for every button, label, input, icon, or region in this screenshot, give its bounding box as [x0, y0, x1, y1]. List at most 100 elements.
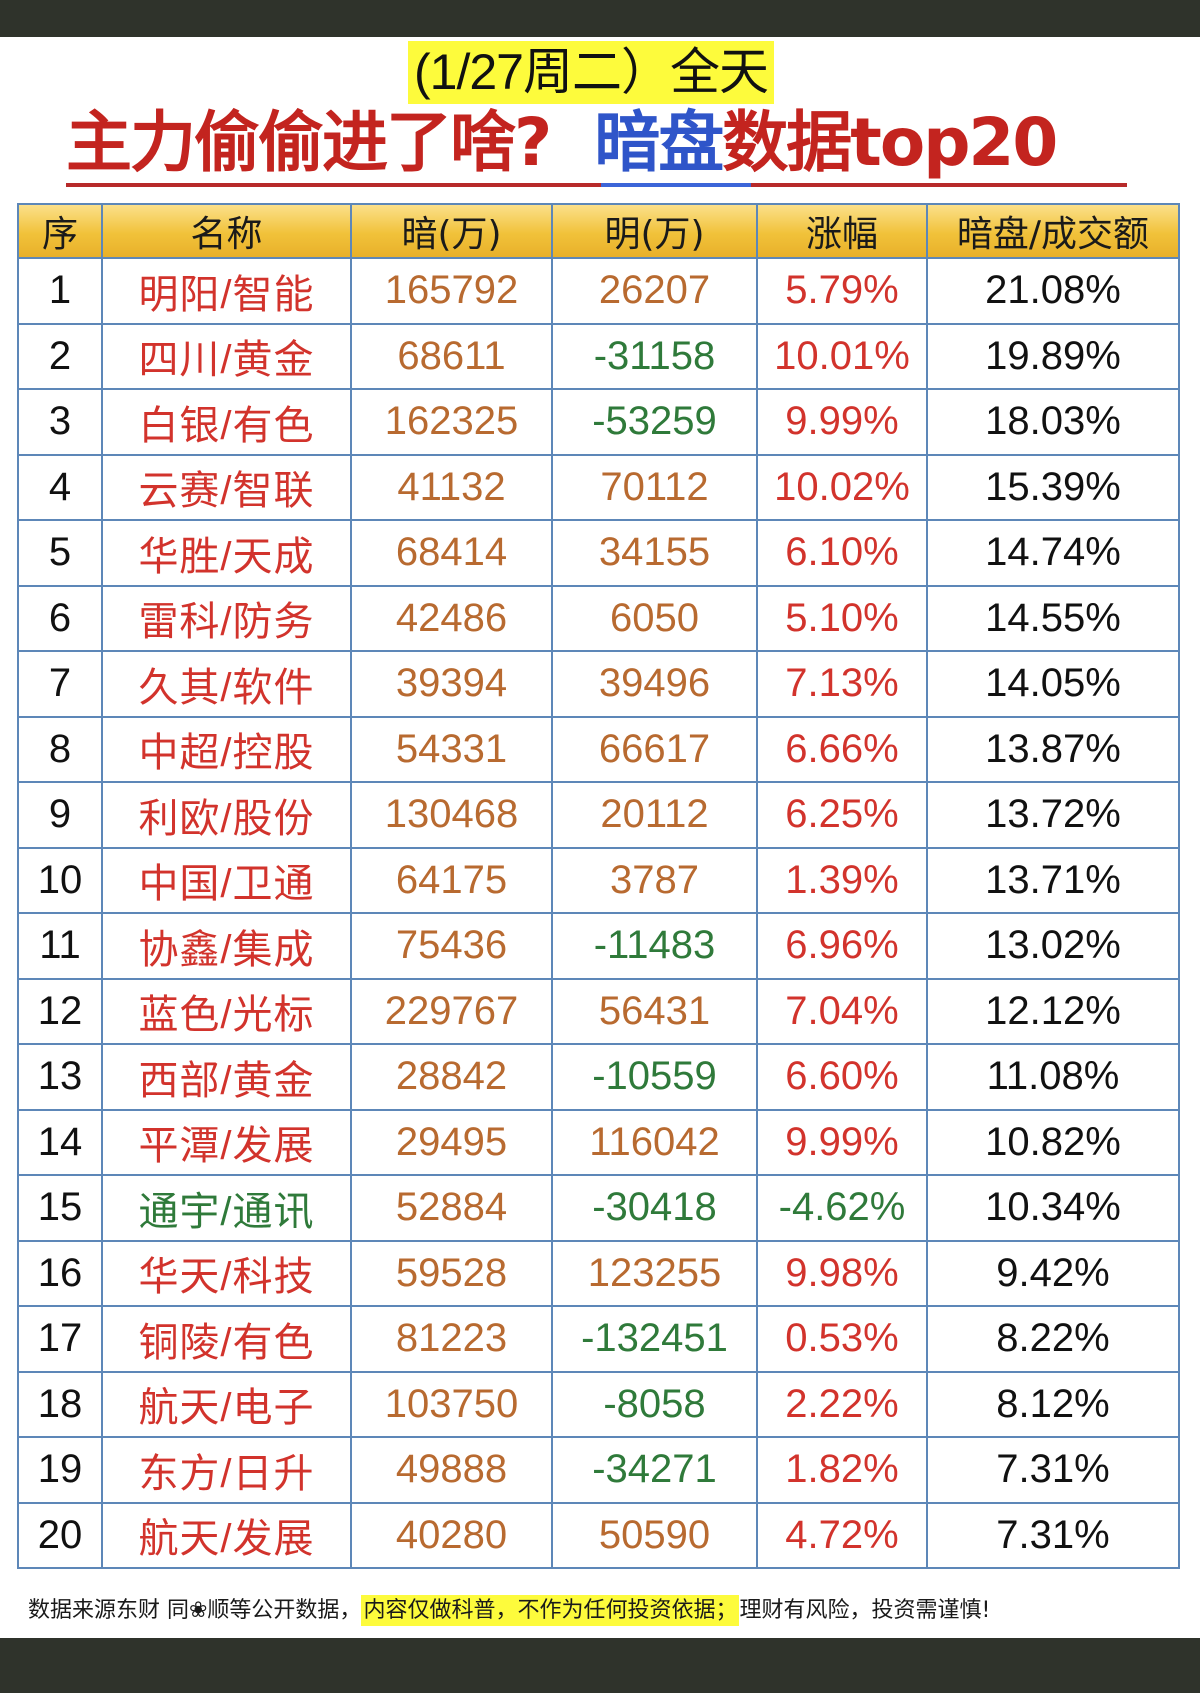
cell-stock-name: 东方/日升 [101, 1436, 352, 1504]
cell-index: 20 [17, 1501, 103, 1569]
cell-dark-amount: 59528 [350, 1239, 553, 1307]
cell-lit-amount: -8058 [551, 1370, 758, 1438]
footer-risk-text: 理财有风险，投资需谨慎! [739, 1598, 991, 1623]
cell-index: 14 [17, 1108, 103, 1176]
cell-stock-name: 明阳/智能 [101, 257, 352, 325]
cell-dark-amount: 42486 [350, 584, 553, 652]
cell-stock-name: 通宇/通讯 [101, 1174, 352, 1242]
cell-lit-amount: -34271 [551, 1436, 758, 1504]
cell-index: 17 [17, 1305, 103, 1373]
cell-stock-name: 协鑫/集成 [101, 912, 352, 980]
cell-dark-amount: 75436 [350, 912, 553, 980]
cell-index: 9 [17, 781, 103, 849]
cell-lit-amount: 26207 [551, 257, 758, 325]
cell-stock-name: 白银/有色 [101, 388, 352, 456]
cell-change-pct: 9.99% [756, 1108, 928, 1176]
cell-index: 16 [17, 1239, 103, 1307]
table-row: 19 东方/日升 49888 -34271 1.82% 7.31% [17, 1436, 1180, 1504]
cell-dark-amount: 165792 [350, 257, 553, 325]
cell-dark-ratio: 13.87% [926, 715, 1180, 783]
bottom-dark-bar [0, 1638, 1200, 1693]
cell-lit-amount: -31158 [551, 322, 758, 390]
cell-change-pct: 4.72% [756, 1501, 928, 1569]
title-part-main: 主力偷偷进了啥? [66, 104, 552, 181]
cell-index: 13 [17, 1043, 103, 1111]
cell-index: 5 [17, 519, 103, 587]
table-row: 15 通宇/通讯 52884 -30418 -4.62% 10.34% [17, 1174, 1180, 1242]
cell-index: 19 [17, 1436, 103, 1504]
cell-dark-amount: 41132 [350, 453, 553, 521]
cell-dark-ratio: 12.12% [926, 977, 1180, 1045]
cell-lit-amount: 66617 [551, 715, 758, 783]
cell-lit-amount: -53259 [551, 388, 758, 456]
cell-change-pct: 5.10% [756, 584, 928, 652]
cell-dark-amount: 130468 [350, 781, 553, 849]
cell-dark-ratio: 13.02% [926, 912, 1180, 980]
cell-lit-amount: 3787 [551, 846, 758, 914]
cell-dark-ratio: 10.34% [926, 1174, 1180, 1242]
top-dark-bar [0, 0, 1200, 37]
cell-dark-amount: 49888 [350, 1436, 553, 1504]
cell-stock-name: 华天/科技 [101, 1239, 352, 1307]
title-underline-blue-segment [601, 183, 751, 187]
cell-index: 8 [17, 715, 103, 783]
table-row: 18 航天/电子 103750 -8058 2.22% 8.12% [17, 1370, 1180, 1438]
column-header-index: 序 [17, 203, 103, 259]
table-row: 3 白银/有色 162325 -53259 9.99% 18.03% [17, 388, 1180, 456]
date-subtitle: (1/27周二）全天 [408, 41, 774, 104]
cell-change-pct: 2.22% [756, 1370, 928, 1438]
cell-stock-name: 久其/软件 [101, 650, 352, 718]
cell-change-pct: 6.25% [756, 781, 928, 849]
cell-dark-ratio: 10.82% [926, 1108, 1180, 1176]
cell-change-pct: 6.10% [756, 519, 928, 587]
table-row: 4 云赛/智联 41132 70112 10.02% 15.39% [17, 453, 1180, 521]
table-row: 11 协鑫/集成 75436 -11483 6.96% 13.02% [17, 912, 1180, 980]
cell-change-pct: 7.13% [756, 650, 928, 718]
table-body: 1 明阳/智能 165792 26207 5.79% 21.08% 2 四川/黄金 68611-… [17, 257, 1180, 1569]
cell-change-pct: 10.01% [756, 322, 928, 390]
table-row: 2 四川/黄金 68611 -31158 10.01% 19.89% [17, 322, 1180, 390]
table-row: 1 明阳/智能 165792 26207 5.79% 21.08% [17, 257, 1180, 325]
cell-index: 2 [17, 322, 103, 390]
table-row: 8 中超/控股 54331 66617 6.66% 13.87% [17, 715, 1180, 783]
cell-change-pct: 9.99% [756, 388, 928, 456]
cell-dark-ratio: 7.31% [926, 1436, 1180, 1504]
column-header-lit: 明(万) [551, 203, 758, 259]
table-row: 6 雷科/防务 42486 6050 5.10% 14.55% [17, 584, 1180, 652]
cell-index: 1 [17, 257, 103, 325]
title-part-suffix: 数据top20 [722, 104, 1058, 181]
cell-lit-amount: 70112 [551, 453, 758, 521]
cell-dark-amount: 103750 [350, 1370, 553, 1438]
cell-dark-ratio: 8.22% [926, 1305, 1180, 1373]
table-row: 12 蓝色/光标 229767 56431 7.04% 12.12% [17, 977, 1180, 1045]
table-row: 5 华胜/天成 68414 34155 6.10% 14.74% [17, 519, 1180, 587]
table-row: 20 航天/发展 40280 50590 4.72% 7.31% [17, 1501, 1180, 1569]
cell-change-pct: 1.39% [756, 846, 928, 914]
cell-stock-name: 蓝色/光标 [101, 977, 352, 1045]
cell-index: 12 [17, 977, 103, 1045]
table-row: 17 铜陵/有色 81223 -132451 0.53% 8.22% [17, 1305, 1180, 1373]
cell-dark-amount: 40280 [350, 1501, 553, 1569]
cell-change-pct: 6.66% [756, 715, 928, 783]
cell-dark-amount: 39394 [350, 650, 553, 718]
cell-dark-amount: 229767 [350, 977, 553, 1045]
page-title: 主力偷偷进了啥? 暗盘数据top20 [66, 100, 1058, 185]
cell-stock-name: 四川/黄金 [101, 322, 352, 390]
cell-dark-ratio: 13.72% [926, 781, 1180, 849]
cell-change-pct: 7.04% [756, 977, 928, 1045]
cell-change-pct: 1.82% [756, 1436, 928, 1504]
cell-lit-amount: 39496 [551, 650, 758, 718]
cell-index: 10 [17, 846, 103, 914]
cell-index: 7 [17, 650, 103, 718]
cell-index: 6 [17, 584, 103, 652]
cell-dark-ratio: 15.39% [926, 453, 1180, 521]
table-row: 10 中国/卫通 64175 3787 1.39% 13.71% [17, 846, 1180, 914]
cell-stock-name: 航天/电子 [101, 1370, 352, 1438]
cell-lit-amount: 123255 [551, 1239, 758, 1307]
cell-lit-amount: -132451 [551, 1305, 758, 1373]
cell-change-pct: 0.53% [756, 1305, 928, 1373]
footer-highlighted-disclaimer: 内容仅做科普，不作为任何投资依据； [361, 1595, 740, 1626]
cell-change-pct: 9.98% [756, 1239, 928, 1307]
cell-dark-ratio: 18.03% [926, 388, 1180, 456]
cell-dark-amount: 68611 [350, 322, 553, 390]
